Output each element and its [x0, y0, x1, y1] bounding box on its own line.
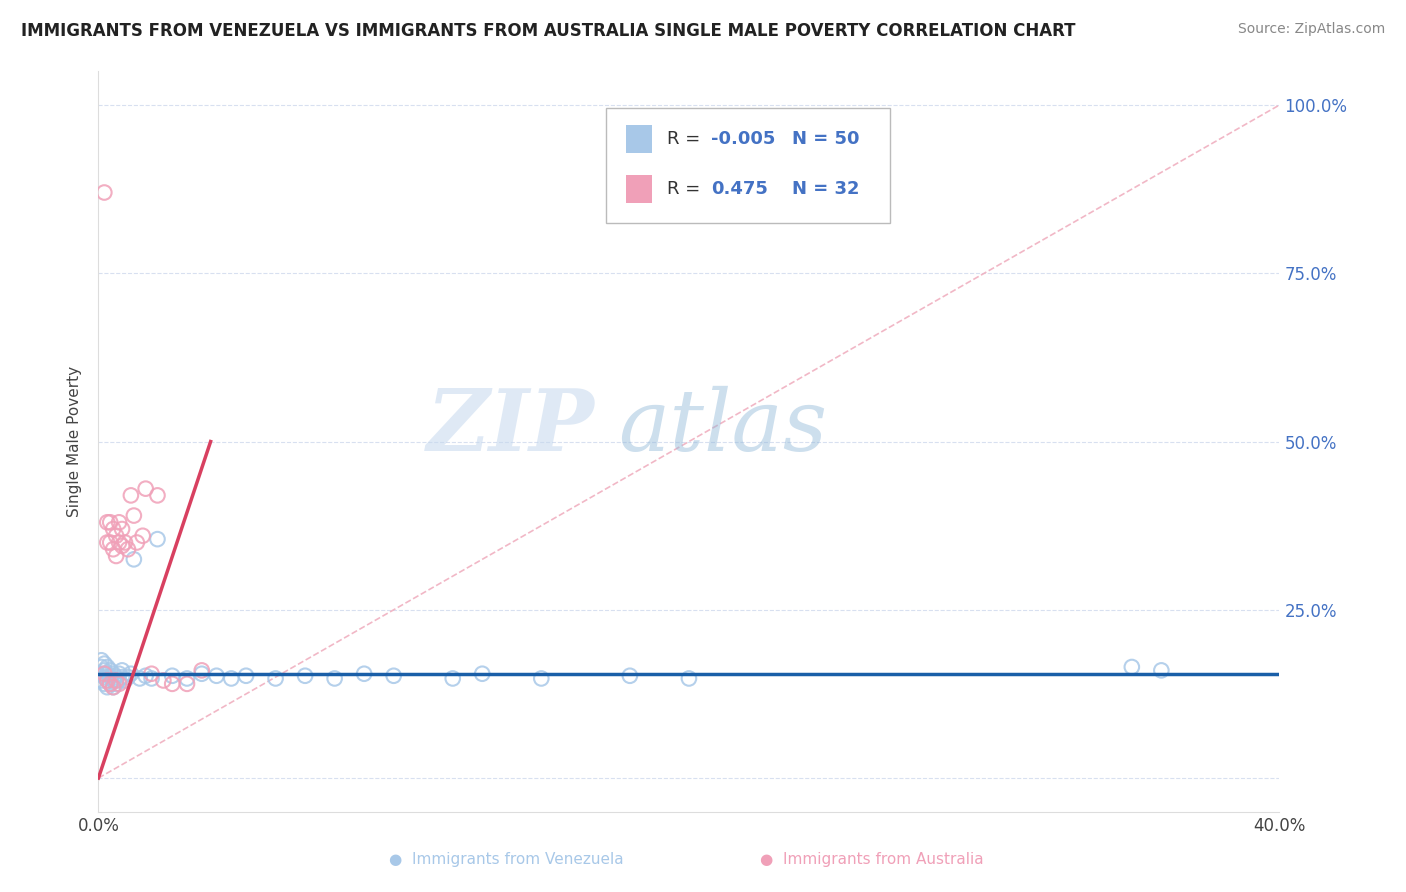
Point: [162, 669, 183, 683]
Point: [132, 529, 155, 543]
Text: Source: ZipAtlas.com: Source: ZipAtlas.com: [1237, 22, 1385, 37]
Point: [678, 672, 700, 686]
Point: [108, 673, 131, 688]
Point: [98, 670, 121, 684]
Point: [105, 549, 128, 563]
Point: [105, 677, 128, 691]
Point: [103, 673, 125, 688]
Text: R =: R =: [666, 130, 706, 148]
Point: [135, 482, 157, 496]
Point: [93, 670, 115, 684]
Point: [382, 669, 405, 683]
Text: 0.475: 0.475: [711, 180, 768, 198]
FancyBboxPatch shape: [626, 176, 652, 203]
Point: [108, 516, 131, 530]
Point: [108, 677, 131, 691]
Point: [125, 535, 148, 549]
Point: [96, 535, 118, 549]
Point: [146, 488, 169, 502]
Point: [103, 542, 125, 557]
Point: [98, 535, 121, 549]
Point: [111, 664, 134, 678]
Point: [96, 516, 118, 530]
Point: [471, 666, 494, 681]
Point: [90, 660, 112, 674]
Point: [221, 672, 243, 686]
Y-axis label: Single Male Poverty: Single Male Poverty: [67, 366, 83, 517]
Point: [93, 666, 115, 681]
Point: [235, 669, 257, 683]
Text: -0.005: -0.005: [711, 130, 776, 148]
Point: [162, 677, 183, 691]
Point: [323, 672, 346, 686]
Point: [103, 666, 125, 681]
Point: [96, 673, 118, 688]
Point: [294, 669, 316, 683]
Point: [90, 673, 112, 688]
Point: [619, 669, 641, 683]
FancyBboxPatch shape: [626, 125, 652, 153]
Text: ●  Immigrants from Venezuela: ● Immigrants from Venezuela: [389, 852, 623, 867]
Text: ●  Immigrants from Australia: ● Immigrants from Australia: [759, 852, 984, 867]
Point: [103, 522, 125, 536]
FancyBboxPatch shape: [606, 108, 890, 223]
Point: [105, 670, 128, 684]
Point: [114, 535, 136, 549]
Text: N = 50: N = 50: [792, 130, 859, 148]
Point: [353, 666, 375, 681]
Point: [111, 670, 134, 684]
Point: [105, 673, 128, 688]
Text: atlas: atlas: [619, 385, 827, 468]
Point: [96, 660, 118, 674]
Point: [117, 670, 139, 684]
Point: [105, 529, 128, 543]
Point: [114, 673, 136, 688]
Point: [98, 516, 121, 530]
Point: [122, 552, 145, 566]
Text: IMMIGRANTS FROM VENEZUELA VS IMMIGRANTS FROM AUSTRALIA SINGLE MALE POVERTY CORRE: IMMIGRANTS FROM VENEZUELA VS IMMIGRANTS …: [21, 22, 1076, 40]
Point: [117, 542, 139, 557]
Point: [264, 672, 287, 686]
Point: [120, 488, 142, 502]
Point: [191, 664, 214, 678]
Point: [135, 669, 157, 683]
Point: [191, 666, 214, 681]
Point: [141, 666, 163, 681]
Point: [152, 673, 174, 688]
Point: [111, 522, 134, 536]
Text: ZIP: ZIP: [426, 385, 595, 468]
Point: [111, 539, 134, 553]
Point: [96, 680, 118, 694]
Point: [93, 664, 115, 678]
Point: [93, 677, 115, 691]
Point: [108, 535, 131, 549]
Point: [141, 672, 163, 686]
Point: [103, 680, 125, 694]
Point: [205, 669, 228, 683]
Point: [93, 657, 115, 671]
Point: [90, 666, 112, 681]
Point: [530, 672, 553, 686]
Text: R =: R =: [666, 180, 706, 198]
Point: [90, 653, 112, 667]
Point: [103, 680, 125, 694]
Text: N = 32: N = 32: [792, 180, 859, 198]
Point: [98, 677, 121, 691]
Point: [176, 672, 198, 686]
Point: [96, 673, 118, 688]
Point: [120, 666, 142, 681]
Point: [441, 672, 464, 686]
Point: [96, 666, 118, 681]
Point: [146, 532, 169, 546]
Point: [122, 508, 145, 523]
Point: [1150, 664, 1173, 678]
Point: [108, 666, 131, 681]
Point: [98, 664, 121, 678]
Point: [93, 186, 115, 200]
Point: [98, 677, 121, 691]
Point: [128, 672, 150, 686]
Point: [1121, 660, 1143, 674]
Point: [176, 677, 198, 691]
